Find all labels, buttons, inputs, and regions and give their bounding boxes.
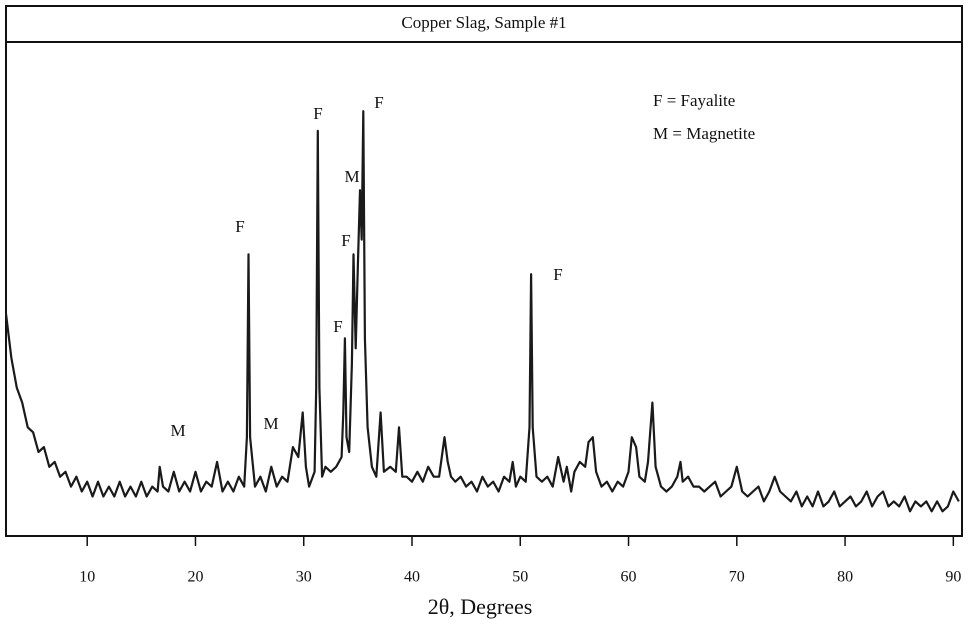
frame xyxy=(5,5,963,537)
x-axis-title: 2θ, Degrees xyxy=(428,594,533,619)
x-tick-label: 40 xyxy=(404,569,420,586)
legend-text: F = Fayalite xyxy=(653,91,735,110)
legend-text: M = Magnetite xyxy=(653,124,755,143)
x-tick-label: 60 xyxy=(621,569,637,586)
peak-label: F xyxy=(553,265,562,284)
x-tick-label: 10 xyxy=(79,569,95,586)
diffraction-line xyxy=(4,110,960,513)
peak-label: M xyxy=(170,421,185,440)
x-tick-label: 30 xyxy=(296,569,312,586)
peak-label: F xyxy=(374,93,383,112)
peak-label: F xyxy=(341,231,350,250)
peak-label: M xyxy=(263,414,278,433)
x-tick-label: 70 xyxy=(729,569,745,586)
x-tick-label: 20 xyxy=(187,569,203,586)
peak-label: F xyxy=(235,217,244,236)
peak-label: M xyxy=(344,167,359,186)
x-tick-label: 80 xyxy=(837,569,853,586)
peak-label: F xyxy=(313,104,322,123)
x-tick-label: 50 xyxy=(512,569,528,586)
chart-title: Copper Slag, Sample #1 xyxy=(401,13,566,32)
peak-label: F xyxy=(333,317,342,336)
x-tick-label: 90 xyxy=(945,569,961,586)
